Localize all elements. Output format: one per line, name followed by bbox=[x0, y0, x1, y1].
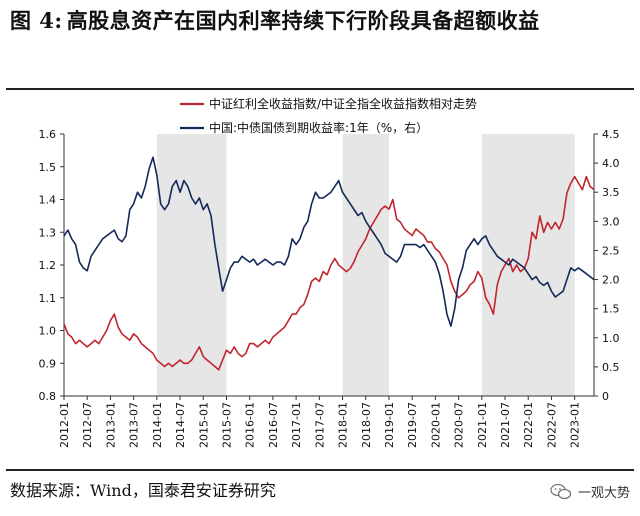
x-tick-label: 2018-07 bbox=[360, 402, 373, 448]
shaded-period-1 bbox=[156, 134, 227, 396]
left-tick-label: 1.5 bbox=[39, 161, 57, 174]
brand-name: 一观大势 bbox=[577, 486, 630, 501]
x-tick-label: 2013-01 bbox=[104, 402, 117, 448]
x-tick-label: 2022-07 bbox=[545, 402, 558, 448]
right-tick-label: 1.5 bbox=[602, 303, 620, 316]
right-tick-label: 3.5 bbox=[602, 186, 620, 199]
left-tick-label: 1.3 bbox=[39, 226, 57, 239]
left-tick-label: 1.1 bbox=[39, 292, 57, 305]
right-tick-label: 0.5 bbox=[602, 361, 620, 374]
x-tick-label: 2015-07 bbox=[220, 402, 233, 448]
chart-legend: 中证红利全收益指数/中证全指全收益指数相对走势中国:中债国债到期收益率:1年（%… bbox=[180, 96, 477, 135]
title-divider bbox=[6, 88, 634, 90]
x-tick-label: 2019-07 bbox=[406, 402, 419, 448]
x-tick-label: 2019-01 bbox=[383, 402, 396, 448]
left-tick-label: 1.2 bbox=[39, 259, 57, 272]
footer-divider bbox=[6, 469, 634, 471]
x-tick-label: 2021-01 bbox=[476, 402, 489, 448]
x-tick-label: 2018-01 bbox=[337, 402, 350, 448]
x-tick-label: 2015-01 bbox=[197, 402, 210, 448]
left-tick-label: 0.9 bbox=[39, 357, 57, 370]
x-tick-label: 2012-01 bbox=[58, 402, 71, 448]
chart-title: 图 4: 高股息资产在国内利率持续下行阶段具备超额收益 bbox=[10, 4, 632, 38]
series-line-1 bbox=[63, 175, 595, 371]
series-line-2 bbox=[63, 156, 595, 327]
right-tick-label: 0 bbox=[602, 390, 609, 403]
x-tick-label: 2012-07 bbox=[81, 402, 94, 448]
x-tick-label: 2020-01 bbox=[429, 402, 442, 448]
chart-series bbox=[63, 156, 595, 371]
x-tick-label: 2017-01 bbox=[290, 402, 303, 448]
right-tick-label: 4.0 bbox=[602, 157, 620, 170]
x-tick-label: 2014-01 bbox=[151, 402, 164, 448]
legend-label-2: 中国:中债国债到期收益率:1年（%，右） bbox=[209, 120, 428, 135]
x-tick-label: 2017-07 bbox=[313, 402, 326, 448]
right-tick-label: 3.0 bbox=[602, 215, 620, 228]
shaded-periods bbox=[156, 134, 575, 396]
brand-mark: 一观大势 bbox=[550, 482, 630, 501]
legend-label-1: 中证红利全收益指数/中证全指全收益指数相对走势 bbox=[209, 96, 477, 111]
x-tick-label: 2020-07 bbox=[453, 402, 466, 448]
figure-title-text: 高股息资产在国内利率持续下行阶段具备超额收益 bbox=[66, 8, 540, 33]
right-tick-label: 4.5 bbox=[602, 128, 620, 141]
line-chart: 0.8 0.9 1.0 1.1 1.2 1.3 1.4 1.5 1.6 0 0.5 1.0 1.5 2.0… bbox=[39, 96, 620, 448]
figure-number: 图 4: bbox=[10, 8, 63, 33]
right-tick-label: 2.5 bbox=[602, 244, 620, 257]
x-tick-label: 2022-01 bbox=[522, 402, 535, 448]
shaded-period-3 bbox=[481, 134, 575, 396]
x-tick-label: 2016-01 bbox=[244, 402, 257, 448]
x-tick-label: 2014-07 bbox=[174, 402, 187, 448]
wechat-icon bbox=[550, 483, 572, 499]
chart-axes: 0.8 0.9 1.0 1.1 1.2 1.3 1.4 1.5 1.6 0 0.5 1.0 1.5 2.0… bbox=[39, 128, 620, 448]
left-tick-label: 1.0 bbox=[39, 325, 57, 338]
right-tick-label: 1.0 bbox=[602, 332, 620, 345]
left-tick-label: 0.8 bbox=[39, 390, 57, 403]
x-tick-label: 2016-07 bbox=[267, 402, 280, 448]
left-tick-label: 1.6 bbox=[39, 128, 57, 141]
x-tick-label: 2023-01 bbox=[569, 402, 582, 448]
shaded-period-2 bbox=[342, 134, 389, 396]
x-tick-label: 2013-07 bbox=[128, 402, 141, 448]
left-tick-label: 1.4 bbox=[39, 194, 57, 207]
x-tick-label: 2021-07 bbox=[499, 402, 512, 448]
right-tick-label: 2.0 bbox=[602, 274, 620, 287]
data-source: 数据来源：Wind，国泰君安证券研究 bbox=[10, 481, 276, 500]
